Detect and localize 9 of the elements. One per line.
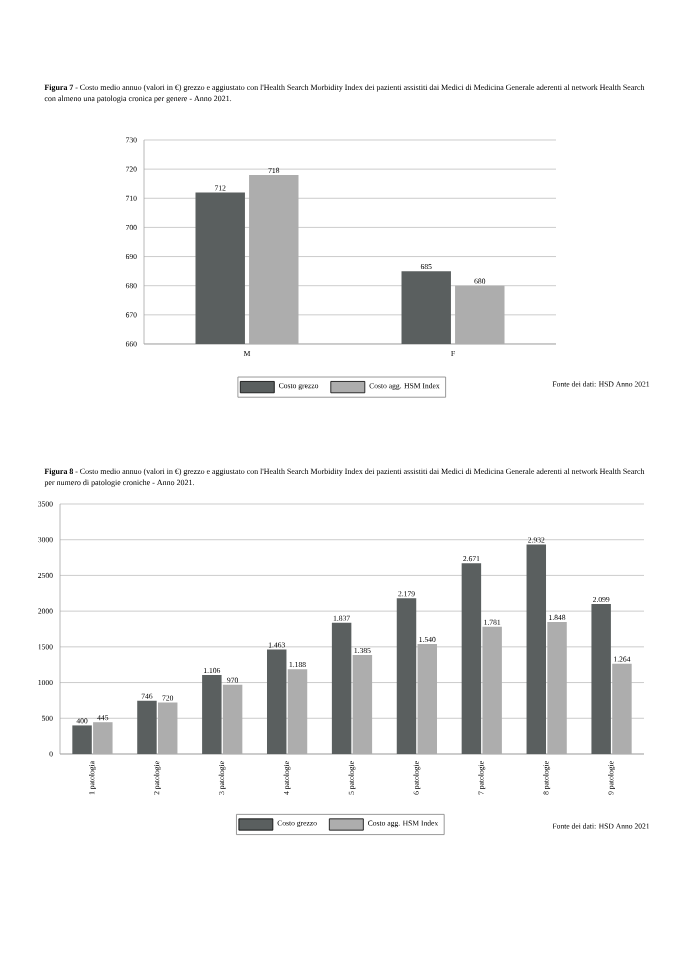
bar (72, 725, 92, 754)
bar (396, 598, 417, 754)
bar (202, 674, 222, 754)
bar (461, 563, 482, 754)
bar (526, 544, 547, 754)
bar (137, 700, 157, 754)
bar (266, 649, 287, 754)
bar (591, 604, 611, 754)
bar (331, 622, 352, 754)
